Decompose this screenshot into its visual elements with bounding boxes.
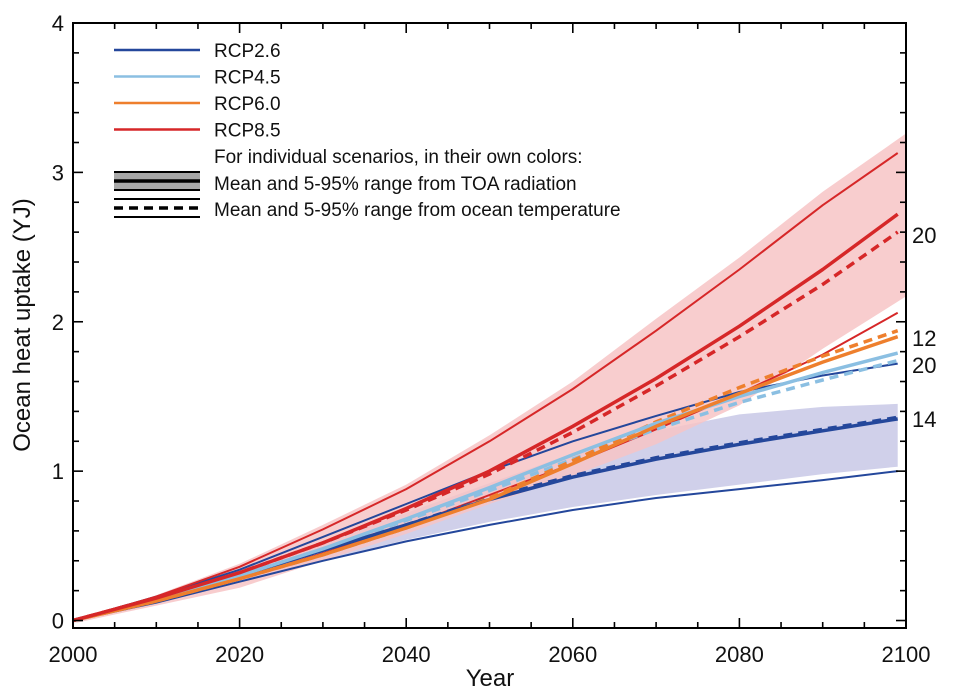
x-tick-label: 2080 <box>715 642 764 667</box>
rcp60-toa-mean-line <box>72 335 899 623</box>
x-tick-label: 2060 <box>548 642 597 667</box>
x-tick-label: 2040 <box>382 642 431 667</box>
y-axis-title: Ocean heat uptake (YJ) <box>9 198 36 451</box>
x-tick-labels: 2000 2020 2040 2060 2080 2100 <box>49 642 931 667</box>
scenario-count-label: 12 <box>912 326 936 351</box>
rcp85-toa-mean-line <box>72 212 899 623</box>
x-tick-label: 2020 <box>215 642 264 667</box>
x-tick-label: 2000 <box>49 642 98 667</box>
y-tick-labels: 0 1 2 3 4 <box>52 11 64 634</box>
legend-note: For individual scenarios, in their own c… <box>214 147 583 168</box>
rcp85-legend-label: RCP8.5 <box>214 121 281 142</box>
toa-legend-label: Mean and 5-95% range from TOA radiation <box>214 174 577 195</box>
rcp45-legend-label: RCP4.5 <box>214 68 281 89</box>
rcp85-range-band <box>73 133 906 624</box>
ocean-legend-label: Mean and 5-95% range from ocean temperat… <box>214 200 621 221</box>
scenario-count-label: 20 <box>912 223 936 248</box>
scenario-count-label: 14 <box>912 407 936 432</box>
rcp26-legend-label: RCP2.6 <box>214 41 281 62</box>
y-tick-label: 4 <box>52 11 64 36</box>
rcp45-toa-mean-line <box>72 351 899 623</box>
rcp26-toa-lower-line <box>72 470 898 622</box>
axis-ticks <box>72 22 907 628</box>
y-tick-label: 3 <box>52 160 64 185</box>
series-lines <box>72 152 899 623</box>
x-tick-label: 2100 <box>882 642 931 667</box>
legend: RCP2.6 RCP4.5 RCP6.0 RCP8.5 For individual s… <box>114 41 621 221</box>
y-tick-label: 0 <box>52 609 64 634</box>
scenario-count-label: 20 <box>912 353 936 378</box>
x-axis-title: Year <box>466 665 515 692</box>
y-tick-label: 2 <box>52 310 64 335</box>
rcp85-toa-upper-line <box>72 152 899 622</box>
rcp85-ocean-mean-line <box>72 230 899 623</box>
y-tick-label: 1 <box>52 459 64 484</box>
rcp60-legend-label: RCP6.0 <box>214 94 281 115</box>
